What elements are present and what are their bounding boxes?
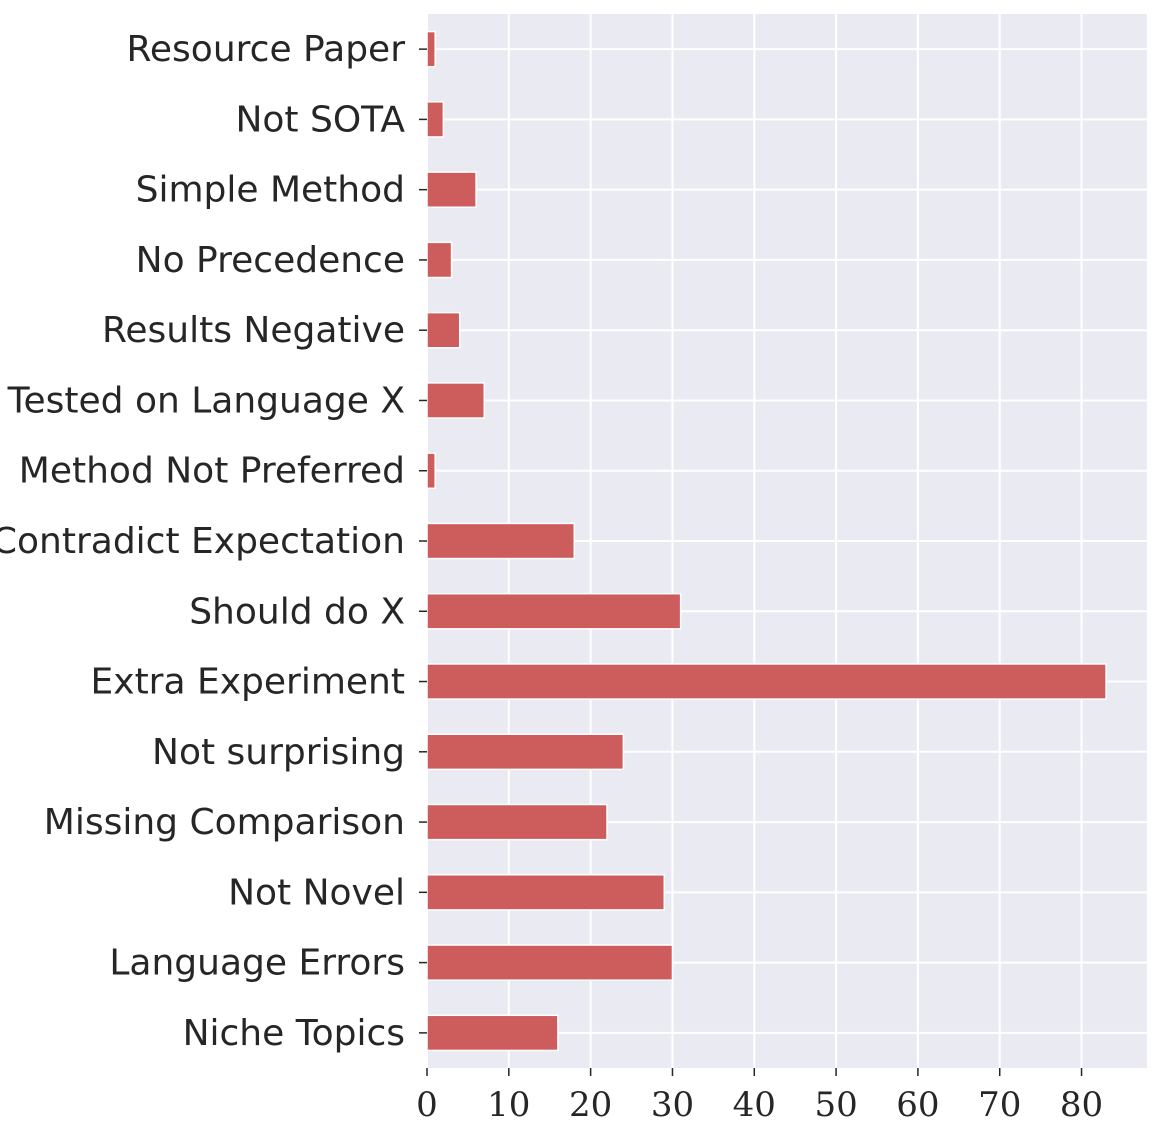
bar-not-surprising: [426, 733, 625, 771]
bar-missing-comparison: [426, 803, 608, 841]
value-axis: 0 10 20 30 40 50 60 70 80: [416, 1068, 1103, 1125]
category-label: Contradict Expectation: [0, 521, 405, 562]
category-label: Tested on Language X: [7, 380, 405, 421]
bar-extra-experiment: [426, 663, 1107, 700]
bars: [426, 30, 1107, 1052]
category-label: Simple Method: [136, 170, 405, 211]
category-label: Niche Topics: [183, 1013, 405, 1054]
x-tick-label: 70: [978, 1085, 1021, 1125]
category-label: Extra Experiment: [91, 662, 405, 703]
bar-contradict-expectation: [426, 522, 576, 560]
category-label: Should do X: [189, 591, 405, 632]
bar-results-negative: [426, 311, 461, 349]
bar-resource-paper: [426, 30, 436, 68]
x-tick-label: 0: [416, 1085, 438, 1125]
bar-tested-on-language-x: [426, 382, 486, 419]
bar-niche-topics: [426, 1014, 559, 1052]
category-label: Resource Paper: [127, 29, 406, 70]
category-label: Missing Comparison: [44, 802, 405, 843]
x-tick-label: 60: [896, 1085, 939, 1125]
category-label: Language Errors: [109, 943, 405, 984]
category-axis: Resource Paper Not SOTA Simple Method No Pr…: [0, 29, 427, 1054]
bar-method-not-preferred: [426, 452, 436, 490]
category-label: Not surprising: [152, 732, 405, 773]
x-tick-label: 30: [651, 1085, 694, 1125]
category-label: Results Negative: [102, 310, 405, 351]
bar-not-novel: [426, 874, 666, 911]
category-label: No Precedence: [136, 240, 405, 281]
bar-should-do-x: [426, 592, 682, 630]
x-tick-label: 40: [733, 1085, 776, 1125]
x-tick-label: 80: [1060, 1085, 1103, 1125]
bar-no-precedence: [426, 241, 453, 279]
x-tick-label: 50: [814, 1085, 857, 1125]
category-label: Method Not Preferred: [19, 451, 405, 492]
x-tick-label: 10: [487, 1085, 530, 1125]
gridlines: [426, 14, 1147, 1068]
category-label: Not SOTA: [235, 99, 405, 140]
bar-not-sota: [426, 101, 445, 138]
bar-simple-method: [426, 171, 477, 208]
x-tick-label: 20: [569, 1085, 612, 1125]
bar-language-errors: [426, 944, 674, 981]
category-label: Not Novel: [228, 872, 405, 913]
